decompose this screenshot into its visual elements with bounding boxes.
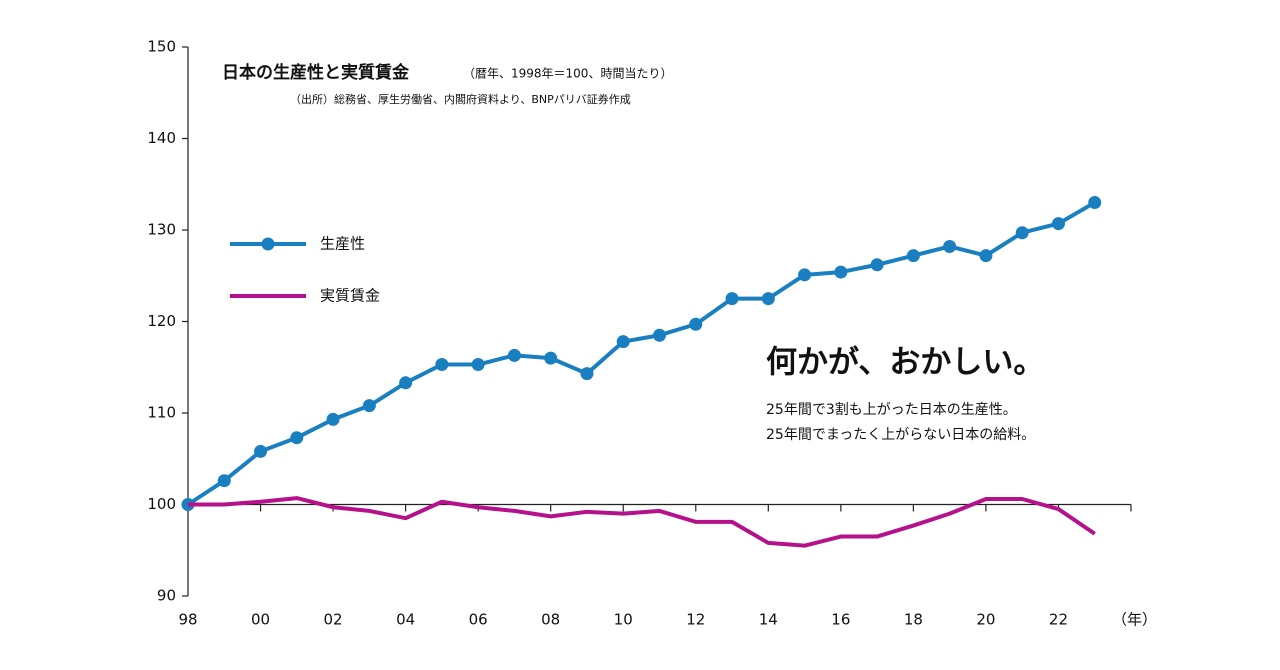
point [616, 335, 630, 349]
annotation: 25年間で3割も上がった日本の生産性。 [766, 401, 1017, 418]
point [834, 265, 848, 279]
y-tick-label: 120 [147, 312, 176, 330]
point [870, 258, 884, 272]
chart-subtitle: （暦年、1998年＝100、時間当たり） [463, 67, 672, 81]
source-note: （出所）総務省、厚生労働省、内閣府資料より、BNPパリバ証券作成 [290, 92, 631, 106]
point [471, 358, 485, 372]
series-line [188, 496, 1096, 548]
point [362, 399, 376, 413]
point [798, 268, 812, 282]
x-tick-label: 04 [396, 611, 415, 629]
point [326, 412, 340, 426]
x-tick-label: 06 [469, 611, 488, 629]
x-tick-label: 08 [541, 611, 560, 629]
point [761, 292, 775, 306]
x-tick-label: 02 [324, 611, 343, 629]
x-tick-label: 00 [251, 611, 270, 629]
y-tick-label: 150 [147, 38, 176, 56]
y-tick-label: 140 [147, 129, 176, 147]
point [1088, 196, 1102, 210]
x-tick-label: 20 [976, 611, 995, 629]
y-tick-label: 90 [157, 587, 176, 605]
y-tick-label: 110 [147, 404, 176, 422]
point [544, 351, 558, 365]
y-tick-label: 130 [147, 221, 176, 239]
point [399, 376, 413, 390]
point [217, 474, 231, 488]
x-tick-label: 98 [178, 611, 197, 629]
point [290, 431, 304, 445]
annotation-headline: 何かが、おかしい。 [766, 345, 1044, 381]
point [435, 358, 449, 372]
annotation: 25年間でまったく上がらない日本の給料。 [766, 427, 1035, 443]
point [580, 367, 594, 381]
x-tick-label: 16 [831, 611, 850, 629]
point [689, 317, 703, 331]
x-axis-label: （年） [1112, 611, 1157, 629]
point [1051, 217, 1065, 231]
x-tick-label: 10 [614, 611, 633, 629]
point [507, 348, 521, 362]
point [906, 249, 920, 263]
chart-title: 日本の生産性と実質賃金 [222, 62, 410, 83]
point [943, 239, 957, 253]
legend-label: 実質賃金 [320, 287, 380, 305]
x-tick-label: 12 [686, 611, 705, 629]
legend-marker [261, 237, 275, 251]
point [254, 444, 268, 458]
x-tick-label: 18 [904, 611, 923, 629]
x-tick-label: 22 [1049, 611, 1068, 629]
legend-label: 生産性 [320, 235, 365, 253]
point [653, 328, 666, 342]
point [725, 292, 739, 306]
x-tick-label: 14 [759, 611, 778, 629]
y-tick-label: 100 [147, 495, 176, 513]
point [1015, 226, 1029, 240]
point [979, 249, 993, 263]
